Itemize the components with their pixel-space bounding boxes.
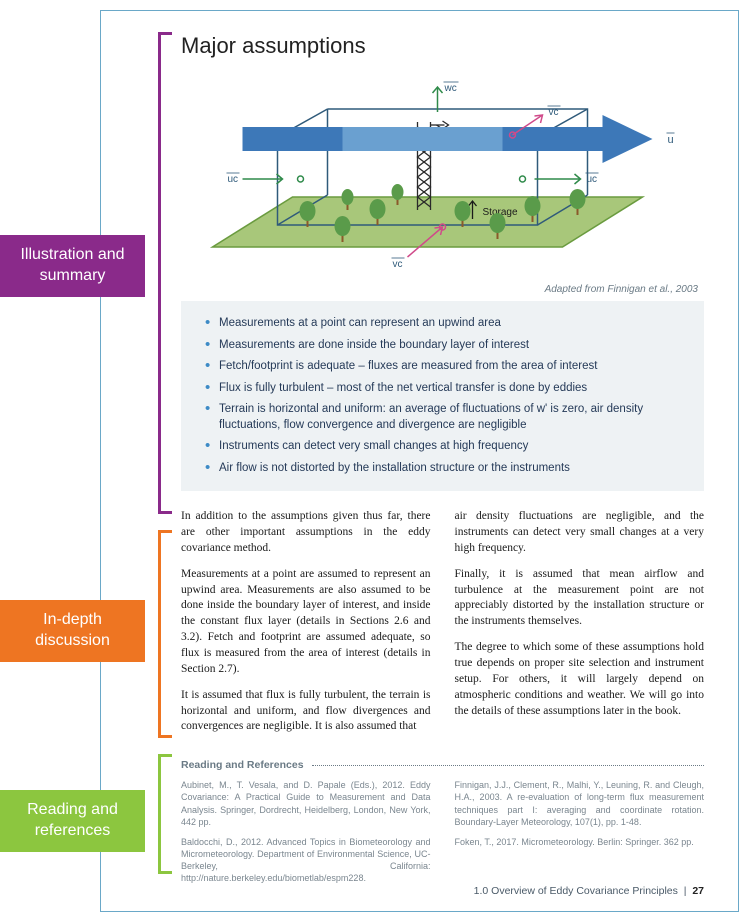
body-text: In addition to the assumptions given thu…	[181, 509, 704, 745]
assumption-bullet: Fetch/footprint is adequate – fluxes are…	[205, 356, 686, 378]
refs-text: Aubinet, M., T. Vesala, and D. Papale (E…	[181, 779, 704, 892]
label-vc-bottom: vc	[393, 259, 403, 270]
assumption-bullet: Measurements are done inside the boundar…	[205, 335, 686, 357]
assumption-bullet: Measurements at a point can represent an…	[205, 313, 686, 335]
tab-illustration: Illustration and summary	[0, 235, 145, 297]
assumption-bullet: Flux is fully turbulent – most of the ne…	[205, 378, 686, 400]
label-u: u	[668, 134, 674, 146]
diagram: wc vc vc	[181, 67, 704, 282]
diagram-svg: wc vc vc	[181, 67, 704, 282]
body-paragraph: Measurements at a point are assumed to r…	[181, 567, 431, 678]
body-paragraph: Aubinet, M., T. Vesala, and D. Papale (E…	[181, 779, 431, 828]
body-paragraph: It is assumed that flux is fully turbule…	[181, 688, 431, 736]
refs-divider: Reading and References	[181, 759, 704, 771]
page-title: Major assumptions	[181, 33, 704, 59]
footer-page-number: 27	[692, 885, 704, 897]
assumption-bullet: Instruments can detect very small change…	[205, 436, 686, 458]
body-paragraph: Baldocchi, D., 2012. Advanced Topics in …	[181, 836, 431, 885]
label-uc-right: uc	[587, 174, 598, 185]
body-paragraph: Finally, it is assumed that mean airflow…	[455, 567, 705, 630]
assumptions-box: Measurements at a point can represent an…	[181, 301, 704, 491]
page: Major assumptions	[100, 10, 739, 912]
assumption-bullet: Air flow is not distorted by the install…	[205, 458, 686, 480]
page-footer: 1.0 Overview of Eddy Covariance Principl…	[474, 885, 704, 897]
footer-section: 1.0 Overview of Eddy Covariance Principl…	[474, 885, 678, 897]
body-paragraph: Finnigan, J.J., Clement, R., Malhi, Y., …	[455, 779, 705, 828]
assumption-bullet: Terrain is horizontal and uniform: an av…	[205, 399, 686, 436]
tab-discussion: In-depth discussion	[0, 600, 145, 662]
bracket-discussion	[158, 530, 172, 738]
label-vc-top: vc	[549, 107, 559, 118]
body-paragraph: In addition to the assumptions given thu…	[181, 509, 431, 557]
label-wc: wc	[444, 83, 457, 94]
body-paragraph: air density fluctuations are negligible,…	[455, 509, 705, 557]
bracket-illustration	[158, 32, 172, 514]
diagram-caption: Adapted from Finnigan et al., 2003	[181, 284, 698, 295]
body-paragraph: Foken, T., 2017. Micrometeorology. Berli…	[455, 836, 705, 848]
bracket-references	[158, 754, 172, 874]
label-uc-left: uc	[228, 174, 239, 185]
tab-references: Reading and references	[0, 790, 145, 852]
refs-heading: Reading and References	[181, 759, 304, 771]
body-paragraph: The degree to which some of these assump…	[455, 640, 705, 719]
